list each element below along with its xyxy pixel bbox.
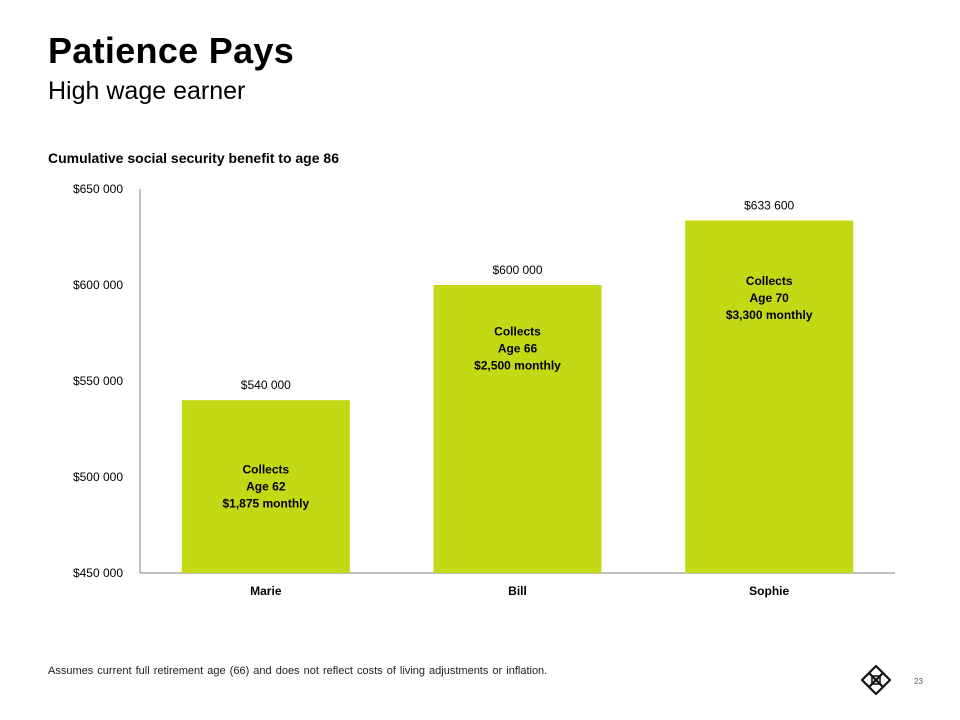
data-label: $600 000 [492, 263, 542, 277]
bar-annotation: Collects [746, 274, 793, 288]
bar-chart: $450 000 $500 000 $550 000 $600 000 $650 000… [73, 182, 895, 598]
y-tick-label: $650 000 [73, 182, 123, 196]
data-label: $633 600 [744, 198, 794, 212]
x-tick-label: Bill [508, 584, 527, 598]
company-logo-icon [860, 664, 892, 696]
chart-title: Cumulative social security benefit to ag… [48, 150, 339, 166]
y-tick-label: $550 000 [73, 374, 123, 388]
slide-title: Patience Pays [48, 30, 295, 71]
bar-annotation: Collects [494, 324, 541, 338]
y-tick-label: $450 000 [73, 566, 123, 580]
bar [433, 285, 602, 573]
x-tick-label: Marie [250, 584, 282, 598]
bar-annotation: Collects [242, 463, 289, 477]
bar-annotation: Age 66 [498, 341, 538, 355]
x-tick-label: Sophie [749, 584, 789, 598]
slide-subtitle: High wage earner [48, 77, 246, 105]
bar [181, 400, 350, 573]
bar-annotation: $1,875 monthly [222, 497, 309, 511]
data-label: $540 000 [241, 378, 291, 392]
bar [685, 220, 854, 573]
y-tick-label: $500 000 [73, 470, 123, 484]
bar-annotation: $2,500 monthly [474, 358, 561, 372]
y-tick-label: $600 000 [73, 278, 123, 292]
bar-annotation: $3,300 monthly [726, 308, 813, 322]
page-number: 23 [914, 677, 923, 686]
bar-annotation: Age 62 [246, 480, 286, 494]
bar-annotation: Age 70 [749, 291, 789, 305]
footnote: Assumes current full retirement age (66)… [48, 665, 548, 677]
